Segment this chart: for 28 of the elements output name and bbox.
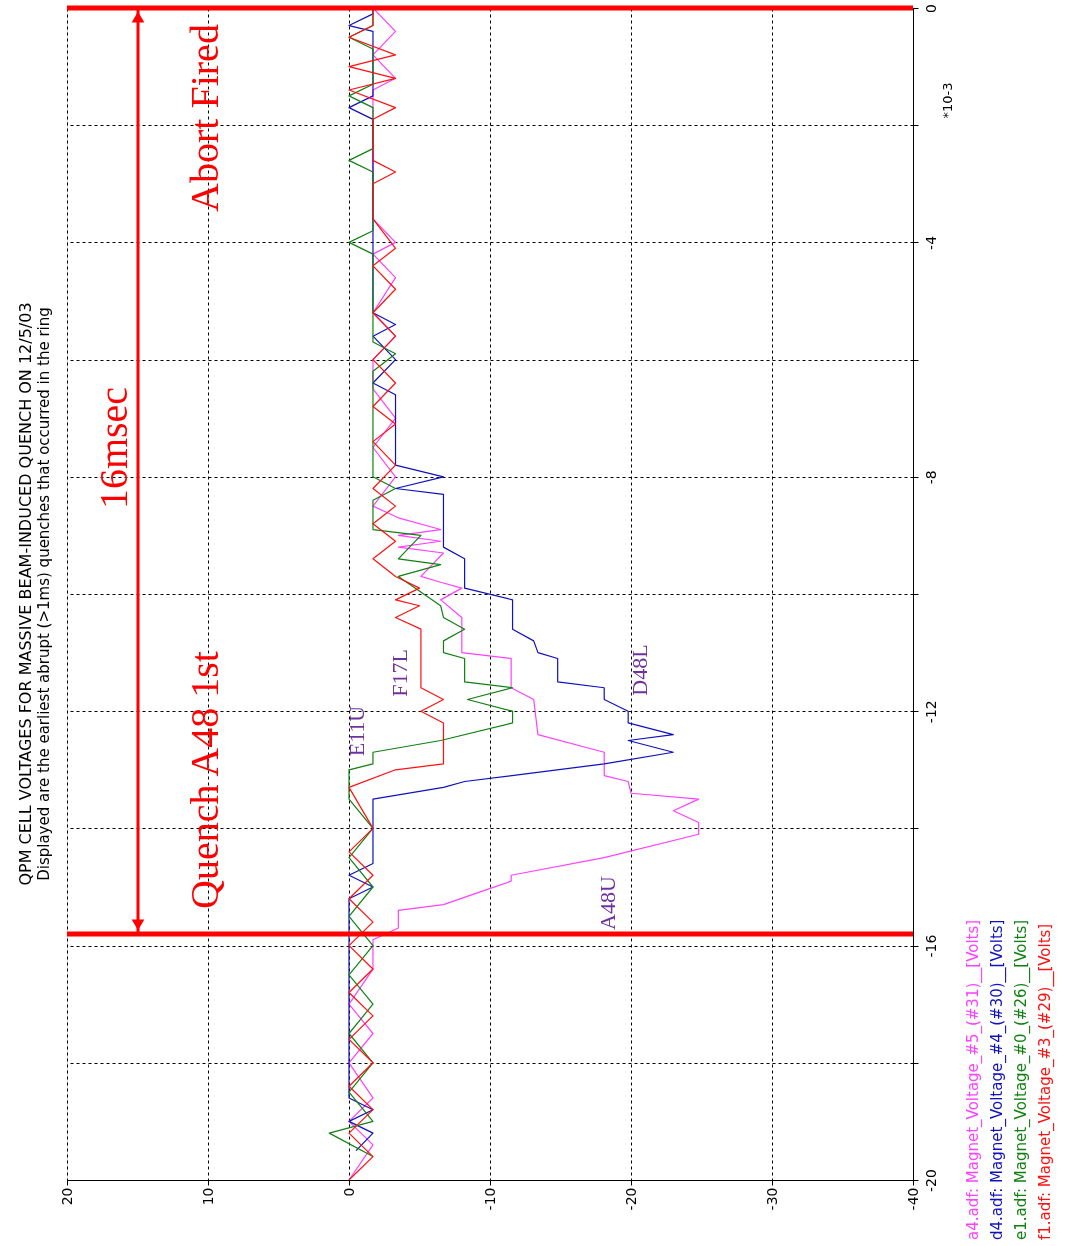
- annotation: 16msec: [91, 386, 136, 510]
- text: a4.adf: Magnet_Voltage_#5_(#31)__[Volts]: [964, 919, 983, 1240]
- annotation: D48L: [627, 644, 652, 696]
- text: d4.adf: Magnet_Voltage_#4_(#30)__[Volts]: [988, 919, 1007, 1240]
- line-series: [348, 8, 445, 1180]
- annotation: F17L: [387, 649, 412, 697]
- annotation: Quench A48 1st: [182, 651, 227, 909]
- y2-tick-label: -12: [922, 700, 939, 724]
- x-tick-label: -20: [622, 1187, 639, 1211]
- y2-axis-title: *10-3: [939, 82, 955, 119]
- y2-tick-label: -4: [922, 235, 939, 250]
- y2-tick-label: -16: [922, 934, 939, 958]
- x-tick-label: 10: [199, 1187, 216, 1206]
- text: Displayed are the earliest abrupt (>1ms) quenches that occurred in the ring: [35, 307, 53, 881]
- annotation: E11U: [344, 705, 369, 757]
- x-tick-label: -40: [904, 1187, 921, 1211]
- y2-tick-label: -20: [922, 1169, 939, 1192]
- x-tick-label: 20: [58, 1187, 75, 1206]
- text: e1.adf: Magnet_Voltage_#0_(#26)__[Volts]: [1012, 919, 1031, 1240]
- annotation: A48U: [595, 876, 620, 930]
- x-tick-label: -10: [481, 1187, 498, 1211]
- annotation: Abort Fired: [182, 24, 227, 212]
- text: QPM CELL VOLTAGES FOR MASSIVE BEAM-INDUCED QUENCH ON 12/5/03: [16, 302, 35, 886]
- y2-tick-label: -8: [922, 470, 939, 485]
- x-tick-label: 0: [340, 1187, 357, 1197]
- y2-tick-label: 0: [922, 4, 939, 13]
- text: f1.adf: Magnet_Voltage_#3_(#29)__[Volts]: [1036, 923, 1055, 1240]
- x-tick-label: -30: [763, 1187, 780, 1211]
